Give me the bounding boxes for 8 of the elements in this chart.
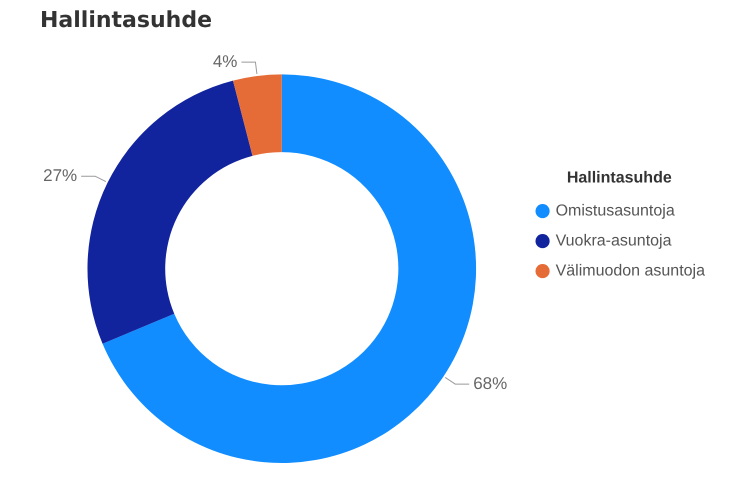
legend-title: Hallintasuhde bbox=[566, 169, 672, 186]
data-label: 4% bbox=[212, 52, 238, 71]
legend-label: Välimuodon asuntoja bbox=[556, 262, 706, 280]
legend-label: Omistusasuntoja bbox=[556, 202, 675, 220]
chart-title: Hallintasuhde bbox=[40, 8, 212, 33]
legend-label: Vuokra-asuntoja bbox=[556, 232, 672, 250]
data-label: 27% bbox=[43, 166, 78, 185]
data-label: 68% bbox=[473, 374, 508, 393]
